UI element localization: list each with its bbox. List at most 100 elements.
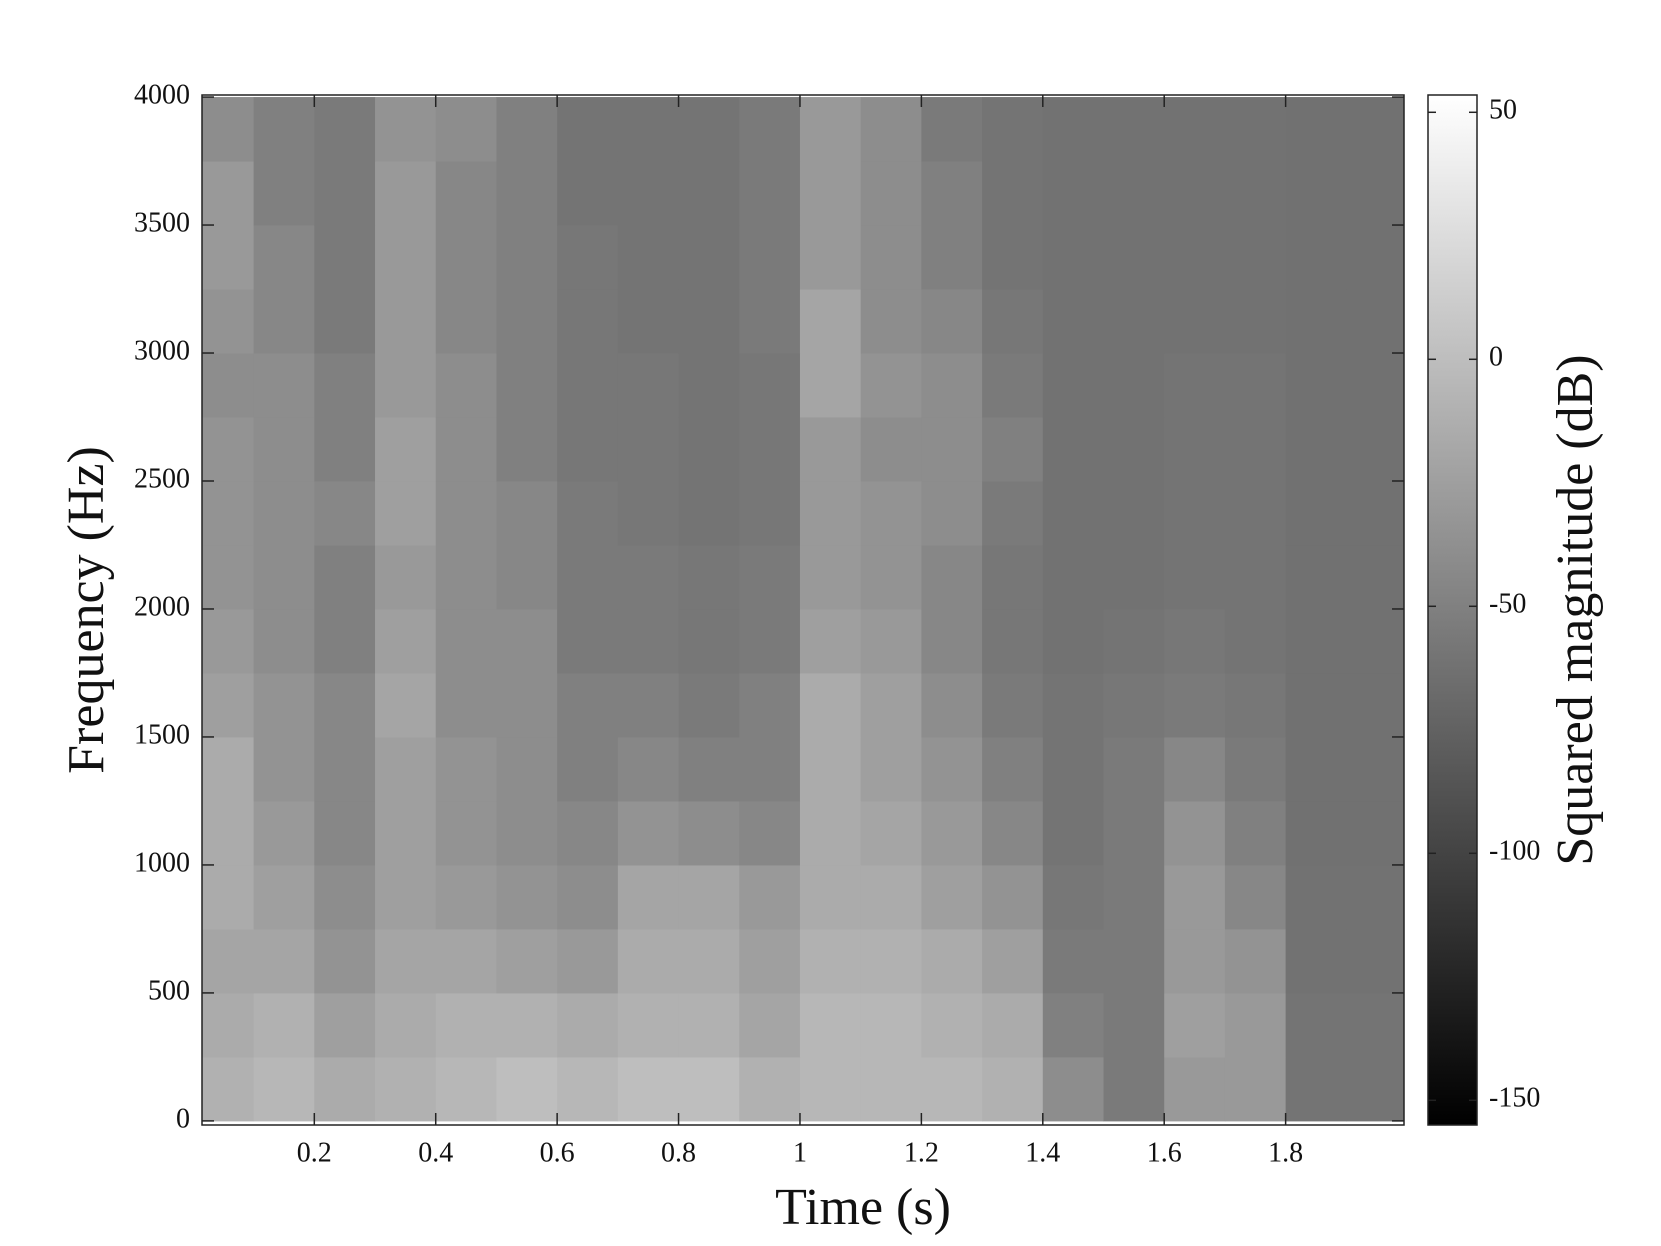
- cell: [314, 417, 376, 482]
- cell: [1285, 928, 1347, 994]
- cell: [375, 992, 437, 1058]
- cell: [921, 480, 983, 546]
- cell: [435, 544, 497, 610]
- cell: [202, 353, 255, 418]
- y-tick-label: 0: [176, 1103, 190, 1134]
- cell: [1164, 289, 1226, 354]
- cell: [921, 1056, 983, 1122]
- cell: [982, 864, 1044, 930]
- cell: [982, 353, 1044, 418]
- cell: [314, 161, 376, 226]
- cell: [557, 417, 619, 482]
- cell: [375, 800, 437, 866]
- cell: [799, 544, 862, 610]
- cell: [202, 672, 255, 738]
- cell: [1346, 736, 1404, 802]
- x-tick-label: 1.2: [904, 1137, 939, 1168]
- cell: [739, 864, 801, 930]
- cell: [1285, 544, 1347, 610]
- cell: [617, 736, 680, 802]
- cell: [1103, 736, 1165, 802]
- colorbar-tick-label: 50: [1489, 95, 1517, 126]
- cell: [375, 289, 437, 354]
- cell: [496, 736, 558, 802]
- cell: [1285, 480, 1347, 546]
- cell: [678, 544, 740, 610]
- cell: [617, 864, 680, 930]
- cell: [375, 864, 437, 930]
- cell: [435, 1056, 497, 1122]
- cell: [375, 736, 437, 802]
- cell: [1103, 97, 1165, 162]
- cell: [617, 480, 680, 546]
- cell: [202, 992, 255, 1058]
- colorbar-tick-label: -150: [1489, 1083, 1540, 1114]
- cell: [799, 1056, 862, 1122]
- cell: [921, 417, 983, 482]
- cell: [314, 864, 376, 930]
- cell: [435, 672, 497, 738]
- cell: [739, 608, 801, 674]
- cell: [1224, 544, 1287, 610]
- cell: [1285, 289, 1347, 354]
- cell: [1346, 992, 1404, 1058]
- cell: [617, 992, 680, 1058]
- cell: [375, 928, 437, 994]
- cell: [314, 480, 376, 546]
- cell: [982, 289, 1044, 354]
- cell: [739, 417, 801, 482]
- cell: [435, 800, 497, 866]
- cell: [1103, 800, 1165, 866]
- y-tick-label: 1500: [134, 719, 190, 750]
- cell: [739, 161, 801, 226]
- cell: [982, 928, 1044, 994]
- cell: [921, 289, 983, 354]
- cell: [1224, 97, 1287, 162]
- cell: [799, 480, 862, 546]
- cell: [375, 672, 437, 738]
- cell: [1285, 608, 1347, 674]
- cell: [435, 161, 497, 226]
- cell: [1042, 864, 1104, 930]
- cell: [860, 544, 922, 610]
- cell: [496, 480, 558, 546]
- cell: [982, 672, 1044, 738]
- cell: [253, 353, 315, 418]
- cell: [678, 800, 740, 866]
- cell: [921, 736, 983, 802]
- cell: [739, 672, 801, 738]
- cell: [982, 161, 1044, 226]
- cell: [557, 97, 619, 162]
- cell: [799, 992, 862, 1058]
- cell: [739, 544, 801, 610]
- cell: [1285, 225, 1347, 290]
- cell: [617, 544, 680, 610]
- cell: [1224, 353, 1287, 418]
- cell: [1285, 864, 1347, 930]
- cell: [202, 800, 255, 866]
- cell: [1346, 672, 1404, 738]
- cell: [860, 992, 922, 1058]
- cell: [1224, 672, 1287, 738]
- cell: [982, 97, 1044, 162]
- cell: [678, 225, 740, 290]
- cell: [799, 928, 862, 994]
- cell: [1164, 225, 1226, 290]
- cell: [739, 736, 801, 802]
- cell: [678, 864, 740, 930]
- cell: [1285, 1056, 1347, 1122]
- cell: [496, 928, 558, 994]
- cell: [617, 97, 680, 162]
- x-tick-label: 1.4: [1025, 1137, 1060, 1168]
- cell: [375, 225, 437, 290]
- cell: [202, 97, 255, 162]
- x-axis-label: Time (s): [775, 1179, 951, 1236]
- cell: [1346, 928, 1404, 994]
- cell: [739, 480, 801, 546]
- cell: [314, 353, 376, 418]
- cell: [253, 161, 315, 226]
- cell: [1103, 225, 1165, 290]
- cell: [1103, 544, 1165, 610]
- cell: [314, 289, 376, 354]
